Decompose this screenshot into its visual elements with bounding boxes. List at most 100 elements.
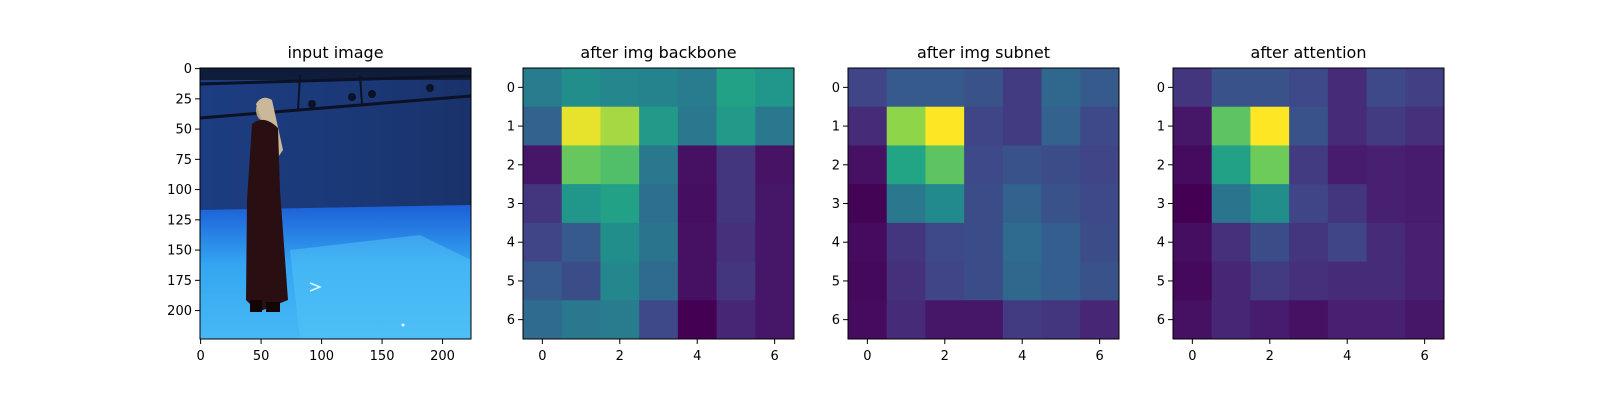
- attention-heatmap-panel: after attention 0 2 4 6 0 1 2 3 4 5 6: [1157, 43, 1445, 364]
- heatmap-cell: [600, 300, 640, 340]
- x-tick-label: 150: [370, 349, 395, 364]
- heatmap-cell: [561, 106, 601, 146]
- y-tick-label: 5: [832, 274, 840, 289]
- heatmap-cell: [1002, 222, 1043, 263]
- heatmap-cell: [1250, 68, 1290, 108]
- heatmap-cell: [561, 222, 601, 263]
- heatmap-cell: [1173, 106, 1213, 146]
- y-tick-label: 3: [832, 197, 840, 212]
- y-tick-label: 200: [167, 304, 192, 319]
- heatmap-cell: [1327, 300, 1368, 340]
- heatmap-cell: [1041, 300, 1081, 340]
- heatmap-cell: [561, 261, 601, 301]
- heatmap-cell: [523, 106, 563, 146]
- y-tick-label: 2: [1157, 158, 1165, 173]
- x-tick-label: 50: [253, 349, 270, 364]
- heatmap-cell: [1041, 261, 1081, 301]
- heatmap-cell: [1173, 184, 1213, 224]
- y-tick-label: 1: [1157, 120, 1165, 135]
- heatmap-cell: [677, 261, 718, 301]
- heatmap-cell: [1250, 106, 1290, 146]
- heatmap-cell: [755, 145, 795, 185]
- heatmap-cell: [1327, 261, 1368, 301]
- backbone-heatmap-panel: after img backbone 0 2 4 6 0 1 2 3 4 5 6: [507, 43, 795, 364]
- heatmap-cell: [1289, 184, 1329, 224]
- heatmap-cell: [886, 261, 926, 301]
- y-tick-label: 3: [507, 197, 515, 212]
- heatmap-cells: [1173, 68, 1445, 340]
- heatmap-cell: [1405, 222, 1445, 263]
- heatmap-cell: [1211, 68, 1251, 108]
- heatmap-cell: [639, 145, 679, 185]
- heatmap-cell: [1002, 145, 1043, 185]
- x-tick-label: 0: [1188, 349, 1196, 364]
- heatmap-cell: [600, 261, 640, 301]
- heatmap-cell: [848, 300, 888, 340]
- y-tick-label: 0: [832, 81, 840, 96]
- y-tick-label: 0: [184, 62, 192, 77]
- heatmap-cell: [561, 145, 601, 185]
- heatmap-cell: [677, 184, 718, 224]
- heatmap-cells: [848, 68, 1120, 340]
- heatmap-cell: [716, 68, 756, 108]
- x-tick-label: 2: [1266, 349, 1274, 364]
- y-tick-label: 4: [507, 236, 515, 251]
- heatmap-cell: [1289, 300, 1329, 340]
- heatmap-cell: [677, 68, 718, 108]
- heatmap-cell: [925, 106, 965, 146]
- heatmap-cell: [1405, 106, 1445, 146]
- heatmap-cell: [886, 184, 926, 224]
- heatmap-cell: [1405, 145, 1445, 185]
- y-tick-label: 5: [507, 274, 515, 289]
- heatmap-cell: [1250, 261, 1290, 301]
- heatmap-cell: [1080, 106, 1120, 146]
- panel-title: input image: [287, 43, 383, 62]
- heatmap-cell: [1002, 261, 1043, 301]
- heatmap-cell: [886, 300, 926, 340]
- heatmap-cell: [1080, 184, 1120, 224]
- heatmap-cell: [1041, 222, 1081, 263]
- heatmap-cell: [677, 222, 718, 263]
- heatmap-cell: [1366, 145, 1406, 185]
- x-tick-label: 0: [196, 349, 204, 364]
- heatmap-cell: [1250, 222, 1290, 263]
- y-tick-label: 2: [832, 158, 840, 173]
- heatmap-cell: [1366, 300, 1406, 340]
- heatmap-cell: [523, 222, 563, 263]
- heatmap-cell: [848, 145, 888, 185]
- heatmap-cell: [1366, 261, 1406, 301]
- heatmap-cell: [848, 222, 888, 263]
- y-tick-label: 4: [832, 236, 840, 251]
- heatmap-cell: [1366, 222, 1406, 263]
- heatmap-cell: [1041, 68, 1081, 108]
- heatmap-cell: [886, 68, 926, 108]
- heatmap-cell: [1366, 106, 1406, 146]
- x-tick-label: 2: [616, 349, 624, 364]
- heatmap-cell: [1002, 184, 1043, 224]
- heatmap-cell: [925, 68, 965, 108]
- heatmap-cell: [1080, 261, 1120, 301]
- heatmap-cell: [639, 222, 679, 263]
- axis: 0 2 4 6 0 1 2 3 4 5 6: [1157, 81, 1429, 364]
- heatmap-cell: [1405, 300, 1445, 340]
- heatmap-cell: [1080, 68, 1120, 108]
- heatmap-cell: [964, 300, 1004, 340]
- y-tick-label: 125: [167, 213, 192, 228]
- heatmap-cell: [600, 184, 640, 224]
- x-tick-label: 0: [538, 349, 546, 364]
- input-image-panel: input image 0 50 100 15: [167, 43, 472, 364]
- x-tick-label: 4: [1343, 349, 1351, 364]
- heatmap-cell: [1173, 300, 1213, 340]
- heatmap-cell: [1173, 68, 1213, 108]
- heatmap-cell: [561, 184, 601, 224]
- y-tick-label: 25: [175, 92, 192, 107]
- x-tick-label: 6: [771, 349, 779, 364]
- heatmap-cell: [639, 68, 679, 108]
- heatmap-cell: [925, 261, 965, 301]
- y-tick-label: 0: [507, 81, 515, 96]
- heatmap-cell: [523, 261, 563, 301]
- y-tick-label: 1: [507, 120, 515, 135]
- heatmap-cell: [755, 300, 795, 340]
- x-tick-label: 4: [693, 349, 701, 364]
